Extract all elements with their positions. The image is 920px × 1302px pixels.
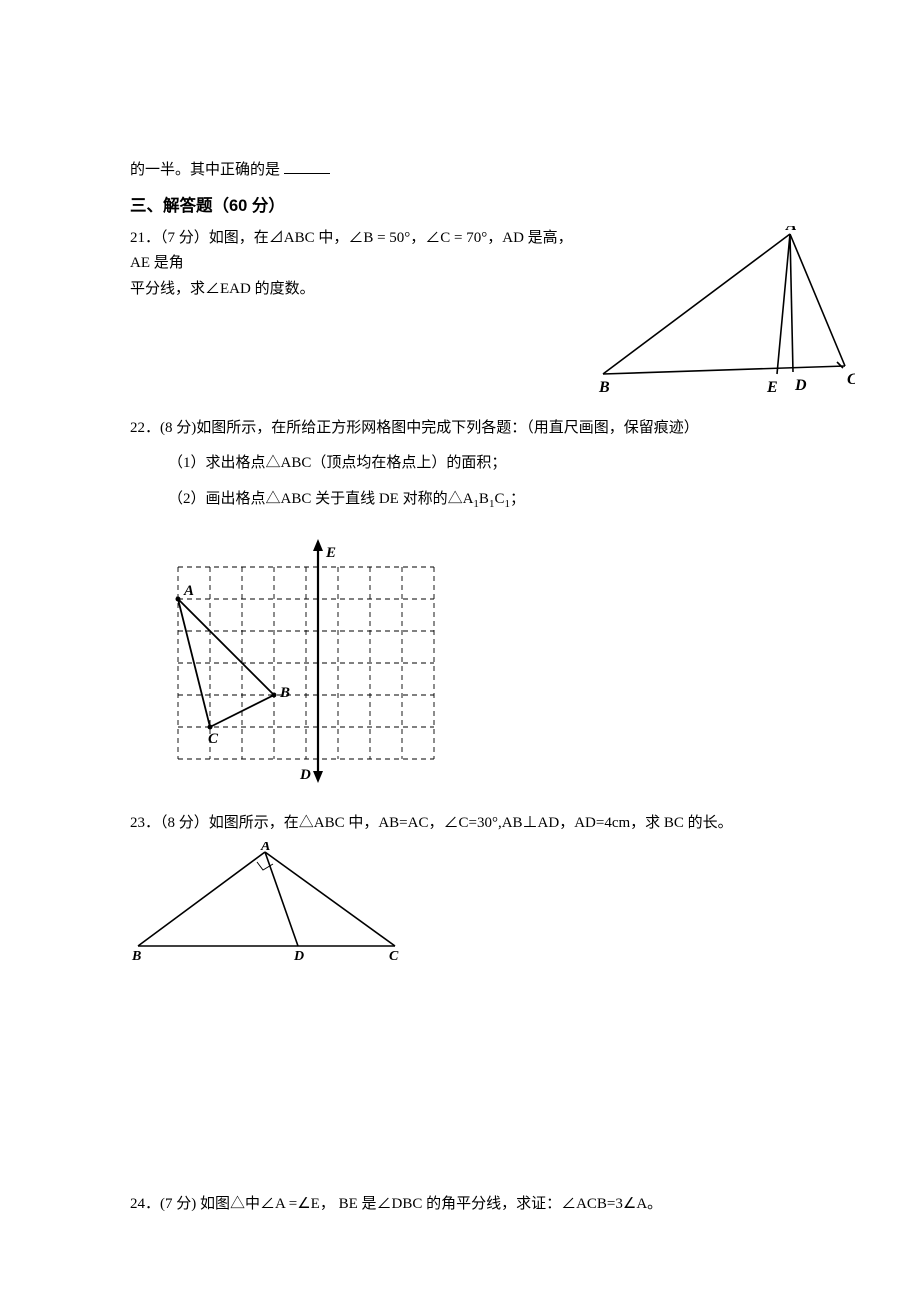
q22-stem: 22．(8 分)如图所示，在所给正方形网格图中完成下列各题：（用直尺画图，保留痕…: [130, 416, 790, 442]
q23-figure: A B C D: [130, 842, 790, 972]
q22-part2-c: C: [494, 491, 504, 507]
svg-text:C: C: [389, 949, 399, 962]
q22-part2-b: B: [479, 491, 489, 507]
q22-part2-d: ；: [510, 491, 525, 507]
q24: 24．(7 分) 如图△中∠A =∠E， BE 是∠DBC 的角平分线，求证：∠…: [130, 1192, 790, 1218]
q-fragment-prev: 的一半。其中正确的是: [130, 158, 790, 184]
q22-part2-a: （2）画出格点△ABC 关于直线 DE 对称的△A: [168, 491, 473, 507]
svg-text:B: B: [279, 685, 290, 701]
frag-text: 的一半。其中正确的是: [130, 162, 280, 178]
q21-figure: A B C ED: [595, 226, 855, 406]
svg-text:E: E: [325, 545, 336, 561]
q23-stem: 23．（8 分）如图所示，在△ABC 中，AB=AC，∠C=30°,AB⊥AD，…: [130, 811, 790, 837]
svg-text:D: D: [293, 949, 304, 962]
svg-text:E: E: [766, 379, 778, 396]
q23: 23．（8 分）如图所示，在△ABC 中，AB=AC，∠C=30°,AB⊥AD，…: [130, 811, 790, 972]
blank-line: [284, 160, 330, 175]
svg-text:A: A: [260, 842, 270, 854]
svg-text:C: C: [847, 371, 855, 388]
svg-text:D: D: [794, 377, 807, 394]
section-3-title: 三、解答题（60 分）: [130, 192, 790, 220]
svg-text:B: B: [598, 379, 610, 396]
q22-figure: A B C E D: [168, 525, 790, 795]
svg-text:D: D: [299, 767, 311, 783]
svg-text:A: A: [785, 226, 797, 234]
q24-stem: 24．(7 分) 如图△中∠A =∠E， BE 是∠DBC 的角平分线，求证：∠…: [130, 1192, 790, 1218]
q22-part2: （2）画出格点△ABC 关于直线 DE 对称的△A1B1C1；: [130, 487, 790, 514]
q21-line2: 平分线，求∠EAD 的度数。: [130, 277, 590, 303]
q21: 21．（7 分）如图，在⊿ABC 中，∠B = 50°，∠C = 70°，AD …: [130, 226, 790, 396]
q21-line1: 21．（7 分）如图，在⊿ABC 中，∠B = 50°，∠C = 70°，AD …: [130, 226, 590, 277]
svg-text:A: A: [183, 583, 194, 599]
q22-part1: （1）求出格点△ABC（顶点均在格点上）的面积；: [130, 451, 790, 477]
svg-text:B: B: [131, 949, 141, 962]
q22: 22．(8 分)如图所示，在所给正方形网格图中完成下列各题：（用直尺画图，保留痕…: [130, 416, 790, 795]
svg-text:C: C: [208, 731, 219, 747]
